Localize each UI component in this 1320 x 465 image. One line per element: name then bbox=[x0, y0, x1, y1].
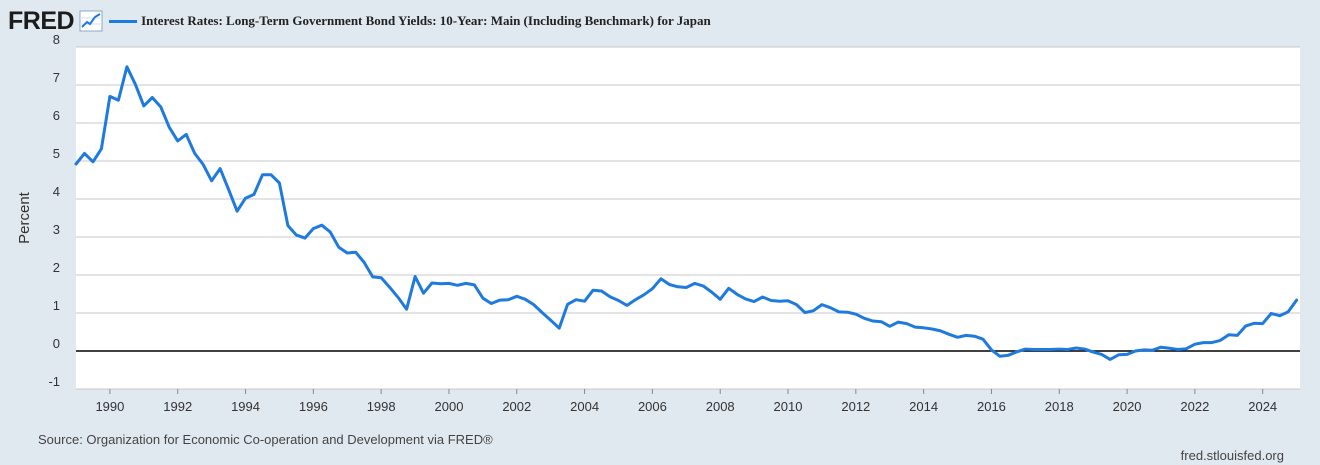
x-tick-label: 1990 bbox=[95, 399, 124, 414]
x-tick-label: 2022 bbox=[1180, 399, 1209, 414]
line-chart-icon bbox=[79, 10, 103, 32]
x-axis: 1990 1992 1994 1996 1998 2000 2002 2004 2006 2008… bbox=[95, 389, 1277, 414]
x-tick-label: 1992 bbox=[163, 399, 192, 414]
grid-lines bbox=[76, 46, 1300, 390]
x-tick-label: 1998 bbox=[367, 399, 396, 414]
x-tick-label: 2010 bbox=[774, 399, 803, 414]
y-tick-label: -1 bbox=[48, 374, 60, 389]
y-tick-label: 4 bbox=[53, 184, 60, 199]
x-tick-label: 2024 bbox=[1248, 399, 1277, 414]
x-tick-label: 2016 bbox=[977, 399, 1006, 414]
x-tick-label: 1994 bbox=[231, 399, 260, 414]
x-tick-label: 2000 bbox=[435, 399, 464, 414]
y-axis-label: Percent bbox=[16, 191, 33, 244]
x-tick-label: 2008 bbox=[706, 399, 735, 414]
x-tick-label: 2012 bbox=[841, 399, 870, 414]
y-axis: -1 0 1 2 3 4 5 6 7 8 bbox=[48, 32, 60, 389]
legend-swatch bbox=[109, 19, 138, 23]
source-note: Source: Organization for Economic Co-ope… bbox=[38, 432, 493, 447]
x-tick-label: 2014 bbox=[909, 399, 938, 414]
y-tick-label: 7 bbox=[53, 70, 60, 85]
x-tick-label: 2004 bbox=[570, 399, 599, 414]
y-tick-label: 3 bbox=[53, 222, 60, 237]
y-tick-label: 8 bbox=[53, 32, 60, 47]
fred-logo[interactable]: FRED bbox=[8, 7, 75, 35]
x-tick-label: 2006 bbox=[638, 399, 667, 414]
legend: Interest Rates: Long-Term Government Bon… bbox=[109, 13, 711, 29]
x-tick-label: 2020 bbox=[1113, 399, 1142, 414]
y-tick-label: 6 bbox=[53, 108, 60, 123]
plot-area bbox=[76, 47, 1300, 389]
y-tick-label: 0 bbox=[53, 336, 60, 351]
y-tick-label: 1 bbox=[53, 298, 60, 313]
y-tick-label: 2 bbox=[53, 260, 60, 275]
legend-label[interactable]: Interest Rates: Long-Term Government Bon… bbox=[141, 13, 711, 28]
x-tick-label: 2018 bbox=[1045, 399, 1074, 414]
chart-header: FRED Interest Rates: Long-Term Governmen… bbox=[8, 6, 711, 36]
y-tick-label: 5 bbox=[53, 146, 60, 161]
x-tick-label: 2002 bbox=[502, 399, 531, 414]
series-line-japan-10y-yield[interactable] bbox=[74, 65, 1299, 361]
x-tick-label: 1996 bbox=[299, 399, 328, 414]
site-link[interactable]: fred.stlouisfed.org bbox=[1180, 448, 1284, 463]
